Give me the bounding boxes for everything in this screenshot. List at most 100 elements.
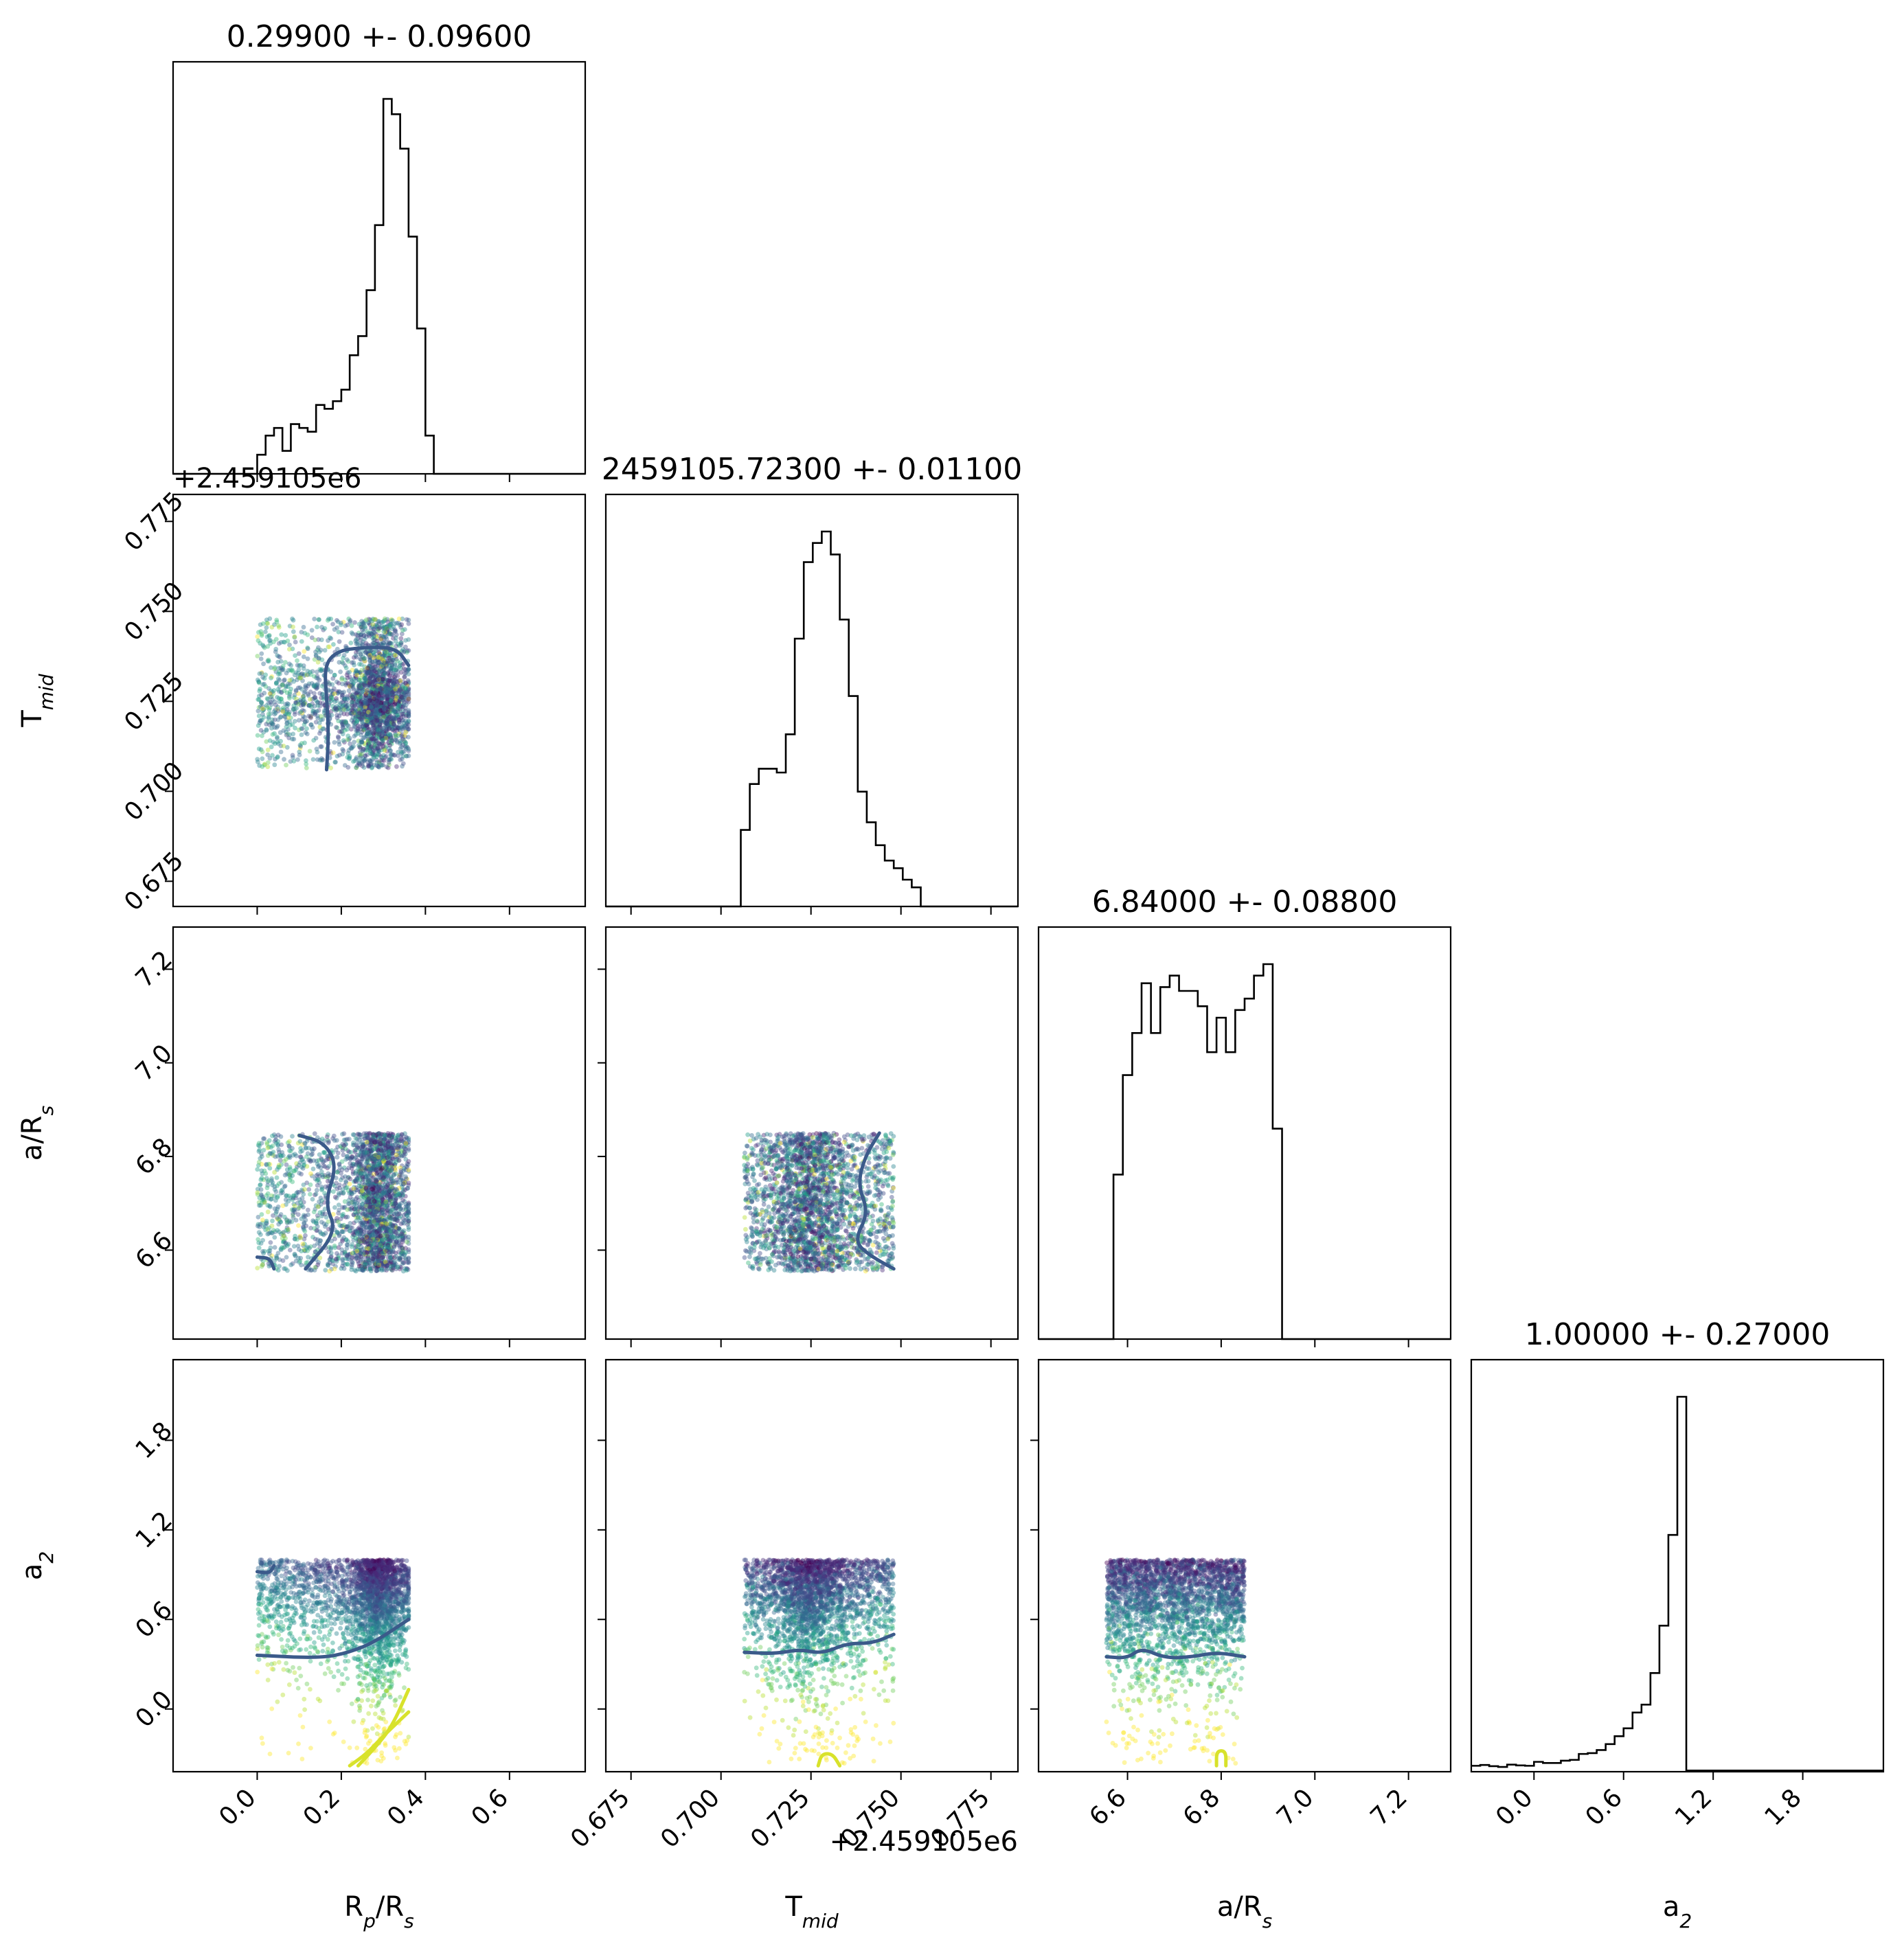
scatter-point xyxy=(313,638,317,643)
scatter-point xyxy=(279,659,284,664)
scatter-point xyxy=(337,639,342,644)
scatter-point xyxy=(350,632,355,637)
scatter-point xyxy=(310,725,315,730)
scatter-point xyxy=(403,638,408,643)
scatter-point xyxy=(312,617,317,621)
scatter-point xyxy=(362,758,367,763)
scatter-point xyxy=(402,675,407,680)
scatter-point xyxy=(272,667,277,672)
scatter-point xyxy=(319,744,324,749)
scatter-point xyxy=(277,678,282,683)
panel-rp-vs-rp xyxy=(173,62,585,482)
scatter-point xyxy=(352,724,356,729)
scatter-point xyxy=(291,679,296,684)
scatter-point xyxy=(389,738,394,743)
scatter-point xyxy=(323,648,328,653)
scatter-point xyxy=(266,658,271,663)
scatter-point xyxy=(315,750,320,755)
scatter-point xyxy=(265,753,270,757)
scatter-point xyxy=(280,683,285,687)
scatter-point xyxy=(353,702,358,707)
scatter-point xyxy=(357,662,362,667)
scatter-point xyxy=(328,766,333,770)
scatter-point xyxy=(397,617,402,621)
scatter-point xyxy=(317,720,322,725)
scatter-point xyxy=(360,642,365,647)
scatter-point xyxy=(394,764,399,769)
scatter-point xyxy=(276,672,281,676)
scatter-point xyxy=(264,722,269,727)
scatter-point xyxy=(354,765,359,770)
scatter-point xyxy=(258,622,263,627)
scatter-point xyxy=(270,753,275,758)
scatter-point xyxy=(258,629,263,634)
scatter-point xyxy=(283,633,288,638)
scatter-point xyxy=(256,733,260,738)
scatter-point xyxy=(291,629,296,634)
scatter-point xyxy=(398,636,403,641)
panel-tmid-vs-rp xyxy=(165,494,585,915)
scatter-point xyxy=(260,643,265,648)
scatter-point xyxy=(345,733,350,738)
scatter-point xyxy=(269,676,273,681)
scatter-point xyxy=(282,678,287,683)
scatter-point xyxy=(299,639,304,644)
scatter-point xyxy=(308,749,313,754)
scatter-point xyxy=(330,622,335,627)
scatter-point xyxy=(260,733,264,738)
corner-plot-figure: 0.6750.7000.7250.7500.7756.66.87.07.20.0… xyxy=(0,0,1904,1950)
scatter-point xyxy=(272,622,277,627)
scatter-point xyxy=(332,627,337,632)
scatter-point xyxy=(398,757,403,762)
scatter-point xyxy=(259,656,264,661)
scatter-point xyxy=(297,651,302,656)
scatter-point xyxy=(265,621,270,626)
scatter-point xyxy=(256,709,261,713)
scatter-point xyxy=(309,705,314,709)
scatter-point xyxy=(269,726,274,731)
scatter-point xyxy=(351,660,356,665)
scatter-point xyxy=(256,723,261,728)
scatter-point xyxy=(310,628,315,632)
scatter-point xyxy=(275,755,280,760)
scatter-point xyxy=(362,765,367,770)
scatter-point xyxy=(298,676,303,681)
scatter-point xyxy=(405,617,409,622)
scatter-point xyxy=(298,663,303,667)
scatter-point xyxy=(258,687,262,692)
scatter-point xyxy=(341,656,345,661)
scatter-point xyxy=(341,738,346,743)
scatter-point xyxy=(272,762,277,767)
scatter-point xyxy=(314,652,319,657)
scatter-point xyxy=(287,696,292,700)
scatter-point xyxy=(394,733,398,738)
scatter-point xyxy=(264,703,269,708)
scatter-point xyxy=(315,757,320,762)
scatter-point xyxy=(344,665,349,670)
scatter-point xyxy=(298,709,303,714)
scatter-point xyxy=(312,691,317,696)
panel-frame xyxy=(173,62,585,474)
scatter-point xyxy=(257,713,262,718)
scatter-point xyxy=(299,727,304,731)
scatter-point xyxy=(320,657,325,662)
scatter-point xyxy=(260,756,264,761)
scatter-point xyxy=(399,622,404,627)
scatter-point xyxy=(255,654,260,659)
scatter-point xyxy=(262,715,267,720)
scatter-point xyxy=(333,760,338,764)
scatter-point xyxy=(316,646,321,650)
scatter-point xyxy=(405,754,409,759)
scatter-point xyxy=(347,748,352,753)
scatter-point xyxy=(305,732,310,737)
scatter-point xyxy=(274,681,279,686)
scatter-point xyxy=(334,725,339,730)
scatter-point xyxy=(286,668,291,673)
scatter-point xyxy=(297,753,302,757)
scatter-point xyxy=(400,628,405,633)
scatter-point xyxy=(282,744,286,749)
scatter-point xyxy=(304,683,308,688)
scatter-point xyxy=(300,672,305,676)
scatter-point xyxy=(345,657,350,662)
scatter-point xyxy=(271,732,275,737)
